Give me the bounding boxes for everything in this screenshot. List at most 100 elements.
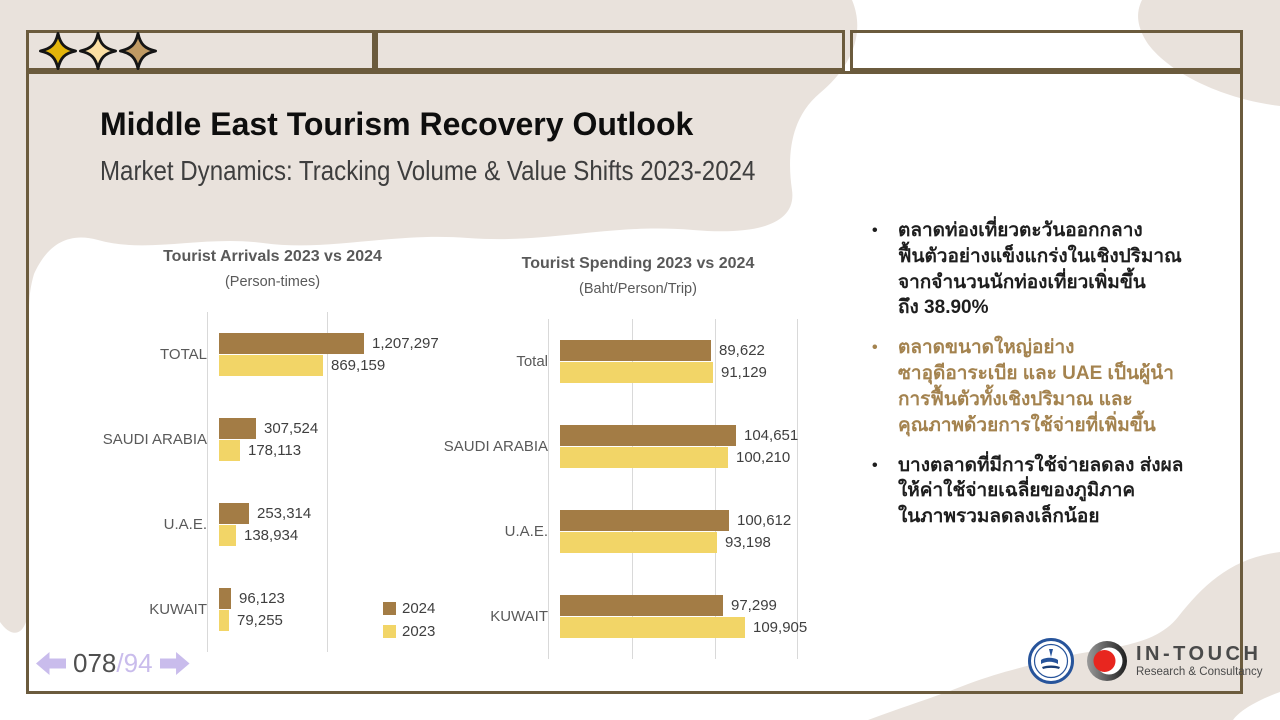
gridline <box>715 319 716 659</box>
page-navigation: 078/94 <box>36 648 190 679</box>
header-box-stars <box>26 30 378 71</box>
legend-swatch <box>383 602 396 615</box>
bar-value-label: 96,123 <box>239 590 285 607</box>
bar-2023 <box>560 617 745 638</box>
category-label: KUWAIT <box>149 601 207 618</box>
bar-value-label: 253,314 <box>257 505 312 522</box>
legend-label: 2023 <box>402 623 436 640</box>
bar-value-label: 138,934 <box>244 527 299 544</box>
tan-star-icon <box>119 31 157 70</box>
category-label: KUWAIT <box>490 608 548 625</box>
bar-2024 <box>219 503 249 524</box>
total-pages: /94 <box>116 648 153 678</box>
gridline <box>797 319 798 659</box>
bar-value-label: 91,129 <box>721 364 767 381</box>
legend-item: 2023 <box>383 623 435 640</box>
bar-2023 <box>219 440 240 461</box>
bar-2023 <box>219 355 323 376</box>
cream-star-icon <box>79 31 117 70</box>
page-title: Middle East Tourism Recovery Outlook <box>100 106 694 142</box>
category-row: SAUDI ARABIA 307,524 178,113 <box>100 397 445 482</box>
bar-value-label: 89,622 <box>719 342 765 359</box>
header-box-right <box>850 30 1243 71</box>
gold-star-icon <box>39 31 77 70</box>
category-row: KUWAIT 97,299 109,905 <box>433 574 843 659</box>
category-label: Total <box>516 353 548 370</box>
bullet-text: บางตลาดที่มีการใช้จ่ายลดลง ส่งผล ให้ค่าใ… <box>898 454 1184 528</box>
bar-2023 <box>560 362 713 383</box>
chart-plot-area: Total 89,622 91,129 SAUDI ARABIA 104,651 100,… <box>433 319 843 659</box>
beige-blob-top-left <box>0 0 858 633</box>
next-page-arrow-icon[interactable] <box>159 652 190 675</box>
bar-2023 <box>219 525 236 546</box>
category-row: TOTAL 1,207,297 869,159 <box>100 312 445 397</box>
category-label: SAUDI ARABIA <box>443 438 548 455</box>
bar-value-label: 93,198 <box>725 534 771 551</box>
bullet-marker: • <box>872 339 878 357</box>
chart-subtitle: (Baht/Person/Trip) <box>579 281 697 297</box>
intouch-logo-icon <box>1087 641 1127 681</box>
header-box-middle <box>372 30 845 71</box>
intouch-name: IN-TOUCH <box>1136 642 1262 665</box>
chart-title: Tourist Arrivals 2023 vs 2024 <box>163 248 382 265</box>
legend-item: 2024 <box>383 600 435 617</box>
page-subtitle: Market Dynamics: Tracking Volume & Value… <box>100 155 756 186</box>
bar-2023 <box>560 532 717 553</box>
bullet-marker: • <box>872 222 878 239</box>
bar-value-label: 79,255 <box>237 612 283 629</box>
chart-plot-area: TOTAL 1,207,297 869,159 SAUDI ARABIA 307,524… <box>100 312 445 652</box>
bar-2024 <box>219 333 364 354</box>
insight-bullet: • ตลาดขนาดใหญ่อย่าง ซาอุดีอาระเบีย และ UA… <box>872 335 1250 438</box>
category-label: U.A.E. <box>163 516 207 533</box>
insight-bullet: • บางตลาดที่มีการใช้จ่ายลดลง ส่งผล ให้ค่า… <box>872 453 1250 530</box>
bullet-text: ตลาดขนาดใหญ่อย่าง ซาอุดีอาระเบีย และ UAE… <box>898 337 1174 436</box>
bar-2024 <box>560 425 736 446</box>
legend-label: 2024 <box>402 600 436 617</box>
category-row: SAUDI ARABIA 104,651 100,210 <box>433 404 843 489</box>
bar-2023 <box>560 447 728 468</box>
intouch-logo: IN-TOUCH Research & Consultancy <box>1086 640 1263 682</box>
bar-value-label: 869,159 <box>331 357 386 374</box>
category-row: Total 89,622 91,129 <box>433 319 843 404</box>
bar-value-label: 178,113 <box>248 442 302 459</box>
chart-tourist-arrivals: Tourist Arrivals 2023 vs 2024 (Person-ti… <box>100 248 445 660</box>
bar-value-label: 104,651 <box>744 427 799 444</box>
intouch-tagline: Research & Consultancy <box>1136 665 1263 678</box>
bar-value-label: 97,299 <box>731 597 777 614</box>
category-label: TOTAL <box>160 346 207 363</box>
slide-frame <box>26 71 1243 694</box>
bullet-text: ตลาดท่องเที่ยวตะวันออกกลาง ฟื้นตัวอย่างแ… <box>898 220 1182 319</box>
chart-tourist-spending: Tourist Spending 2023 vs 2024 (Baht/Pers… <box>433 255 843 667</box>
bar-value-label: 100,612 <box>737 512 792 529</box>
category-label: SAUDI ARABIA <box>102 431 207 448</box>
chart-subtitle: (Person-times) <box>224 274 321 290</box>
gridline <box>327 312 328 652</box>
bar-2024 <box>560 595 723 616</box>
bar-2024 <box>560 510 729 531</box>
bar-value-label: 100,210 <box>736 449 791 466</box>
current-page-number: 078 <box>73 648 117 678</box>
chart-legend: 2024 2023 <box>383 600 435 640</box>
category-label: U.A.E. <box>504 523 548 540</box>
bar-2023 <box>219 610 229 631</box>
insight-bullets: • ตลาดท่องเที่ยวตะวันออกกลาง ฟื้นตัวอย่าง… <box>872 218 1250 530</box>
chart-title: Tourist Spending 2023 vs 2024 <box>521 255 755 272</box>
beige-blob-bottom-right <box>868 552 1280 720</box>
bar-value-label: 307,524 <box>264 420 319 437</box>
bullet-marker: • <box>872 456 878 474</box>
gridline <box>207 312 208 652</box>
bar-value-label: 1,207,297 <box>372 335 439 352</box>
bar-value-label: 109,905 <box>753 619 808 636</box>
footer-logos: IN-TOUCH Research & Consultancy <box>1028 638 1263 684</box>
prev-page-arrow-icon[interactable] <box>36 652 66 675</box>
tourism-authority-logo <box>1028 638 1074 684</box>
insight-bullet: • ตลาดท่องเที่ยวตะวันออกกลาง ฟื้นตัวอย่าง… <box>872 218 1250 321</box>
category-row: U.A.E. 100,612 93,198 <box>433 489 843 574</box>
bar-2024 <box>219 588 231 609</box>
white-notch-bottom-right <box>1233 692 1280 720</box>
bar-2024 <box>560 340 711 361</box>
category-row: U.A.E. 253,314 138,934 <box>100 482 445 567</box>
beige-blob-top-right <box>1138 0 1280 106</box>
legend-swatch <box>383 625 396 638</box>
